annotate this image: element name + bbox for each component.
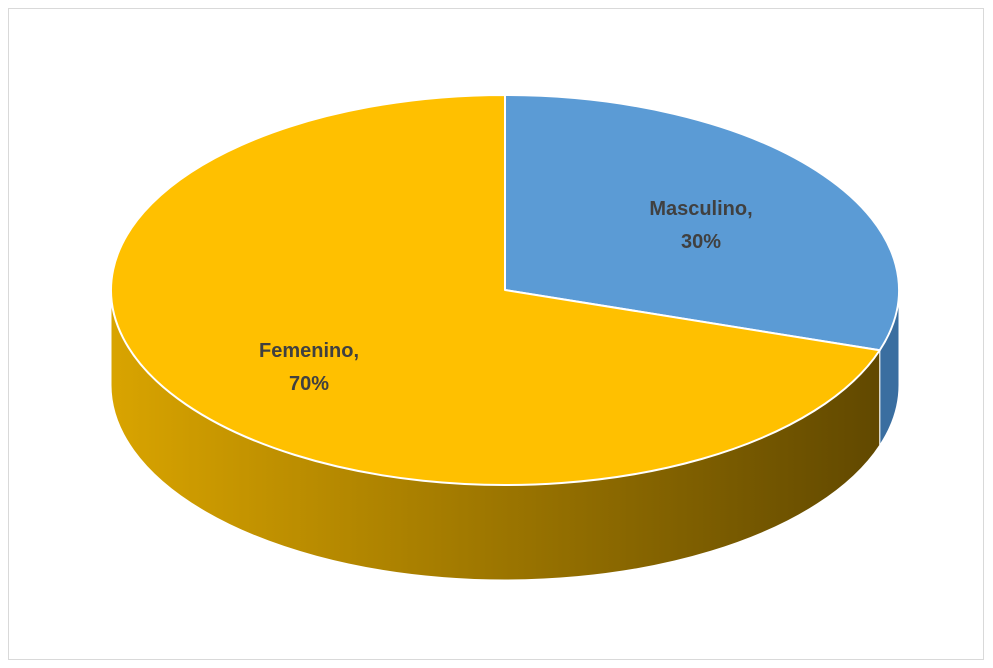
data-label-value-femenino: 70% (289, 373, 329, 395)
data-label-masculino: Masculino, 30% (649, 198, 752, 253)
data-label-name-masculino: Masculino, (649, 198, 752, 220)
pie-slice-masculino (504, 94, 900, 352)
data-label-name-femenino: Femenino, (259, 340, 359, 362)
data-label-femenino: Femenino, 70% (259, 340, 359, 395)
pie-slice-femenino (110, 94, 881, 486)
data-label-value-masculino: 30% (681, 231, 721, 253)
